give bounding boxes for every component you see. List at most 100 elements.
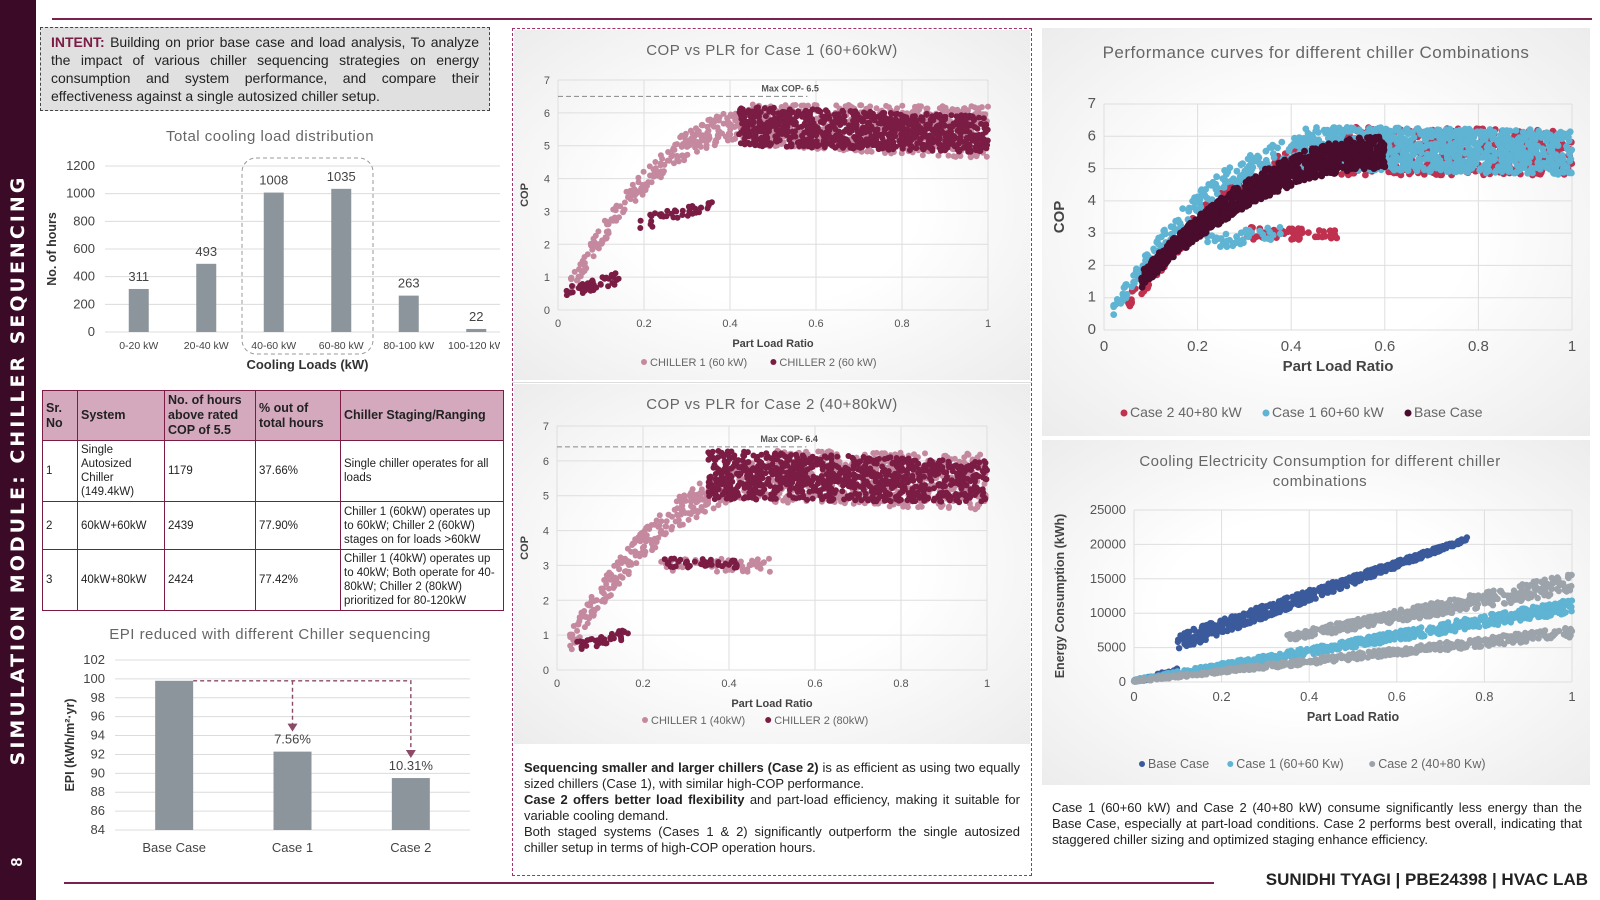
data-point	[579, 639, 586, 645]
y-tick-label: 5	[1088, 160, 1096, 177]
data-point	[738, 105, 745, 112]
data-point	[863, 459, 869, 466]
arrow-head	[405, 750, 416, 759]
data-point	[1204, 238, 1211, 246]
data-point	[766, 120, 773, 127]
data-point	[945, 134, 951, 141]
header-staging: Chiller Staging/Ranging	[340, 390, 504, 441]
data-point	[832, 132, 839, 139]
summary-p1: is as efficient as using two equally siz…	[524, 760, 1020, 791]
data-point	[830, 470, 837, 477]
data-point	[640, 547, 647, 554]
data-point	[776, 113, 783, 120]
data-point	[759, 475, 766, 482]
data-point	[678, 143, 685, 150]
y-tick-label: 96	[91, 709, 105, 724]
data-point	[974, 125, 981, 132]
data-point	[914, 489, 921, 496]
data-point	[832, 144, 839, 151]
data-point	[1179, 205, 1187, 212]
data-point	[943, 469, 950, 476]
y-tick-label: 3	[543, 560, 549, 572]
data-point	[787, 141, 794, 148]
data-point	[942, 107, 948, 114]
data-point	[1240, 172, 1248, 179]
data-point	[610, 585, 617, 591]
y-axis-title: COP	[519, 183, 531, 207]
data-point	[685, 203, 692, 210]
x-tick-label: 1	[984, 678, 990, 690]
x-tick-label: 0.4	[722, 318, 737, 330]
data-point	[815, 107, 822, 114]
data-point	[867, 108, 874, 115]
y-tick-label: 600	[73, 241, 95, 256]
data-point	[814, 125, 821, 131]
data-point	[912, 483, 919, 490]
data-point	[846, 494, 853, 501]
data-point	[847, 108, 854, 115]
data-point	[569, 631, 576, 638]
data-point	[899, 145, 906, 152]
data-point	[787, 134, 794, 141]
data-point	[940, 121, 947, 128]
data-point	[850, 471, 857, 478]
data-point	[598, 636, 605, 643]
data-point	[698, 504, 705, 510]
data-point	[922, 466, 929, 473]
legend-label: CHILLER 2 (80kW)	[774, 715, 868, 727]
data-point	[579, 257, 586, 264]
y-tick-label: 400	[73, 269, 95, 284]
data-point	[898, 150, 905, 157]
data-point	[957, 153, 964, 159]
data-point	[698, 561, 705, 568]
data-point	[885, 468, 892, 475]
data-point	[819, 466, 826, 473]
data-point	[758, 127, 765, 134]
data-point	[590, 253, 597, 260]
data-point	[817, 118, 824, 125]
data-point	[771, 468, 778, 475]
data-point	[621, 206, 628, 213]
data-point	[963, 481, 970, 488]
data-point	[971, 117, 977, 124]
data-point	[972, 144, 979, 151]
y-tick-label: 4	[1088, 192, 1096, 209]
data-point	[1213, 173, 1220, 181]
data-point	[710, 505, 717, 512]
data-point	[744, 449, 751, 456]
x-tick-label: 0.8	[1468, 338, 1489, 355]
data-point	[929, 115, 936, 122]
data-point	[717, 476, 724, 482]
y-tick-label: 5	[543, 491, 549, 503]
data-point	[1315, 227, 1323, 234]
data-point	[721, 466, 728, 473]
data-point	[1258, 160, 1266, 168]
data-point	[845, 453, 852, 459]
data-point	[633, 560, 640, 567]
data-point	[671, 555, 678, 562]
data-point	[699, 556, 706, 563]
data-point	[714, 132, 721, 139]
data-point	[699, 121, 706, 128]
data-point	[969, 122, 976, 129]
data-point	[918, 115, 924, 122]
data-point	[679, 521, 686, 528]
data-point	[661, 556, 668, 563]
data-point	[788, 475, 795, 482]
data-point	[874, 133, 881, 140]
data-point	[758, 469, 765, 476]
data-point	[975, 114, 982, 121]
data-point	[613, 576, 620, 583]
data-point	[887, 454, 894, 461]
data-point	[1276, 224, 1284, 231]
data-point	[981, 495, 988, 502]
x-tick-label: 80-100 kW	[383, 340, 434, 352]
data-point	[936, 481, 943, 488]
data-point	[786, 453, 793, 460]
summary-p2-bold: Case 2 offers better load flexibility	[524, 792, 745, 807]
data-point	[691, 558, 698, 565]
data-point	[1155, 234, 1162, 242]
data-point	[798, 123, 805, 130]
